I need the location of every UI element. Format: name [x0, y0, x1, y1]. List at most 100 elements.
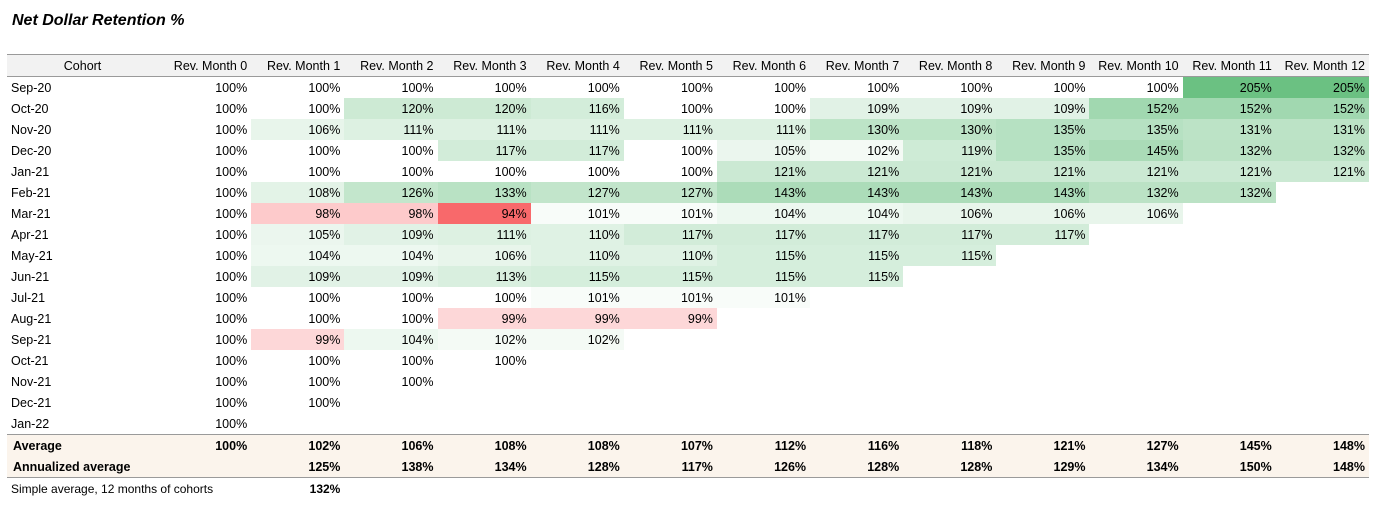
retention-cell: 115%: [530, 266, 624, 287]
cohort-label: Aug-21: [11, 311, 52, 326]
retention-cell: 100%: [680, 143, 713, 158]
retention-cell: 99%: [530, 308, 624, 329]
retention-cell: [1276, 413, 1369, 435]
retention-cell: 152%: [1089, 98, 1183, 119]
retention-cell: 100%: [401, 164, 434, 179]
annualized-average-row-cell: 134%: [437, 456, 531, 478]
retention-cell: [1276, 245, 1369, 266]
retention-cell: 100%: [308, 80, 341, 95]
retention-cell: [531, 371, 624, 392]
retention-cell: [1276, 392, 1369, 413]
retention-cell: 131%: [1275, 119, 1369, 140]
retention-cell: 111%: [344, 119, 438, 140]
retention-cell: [1276, 308, 1369, 329]
cohort-label: Mar-21: [11, 206, 51, 221]
retention-cell: [717, 371, 810, 392]
retention-cell: 100%: [680, 164, 713, 179]
retention-cell: [810, 329, 903, 350]
table-row: Dec-21 100% 100%: [7, 392, 1369, 413]
retention-cell: [1089, 266, 1182, 287]
retention-cell: [1183, 392, 1276, 413]
retention-cell: 132%: [1182, 182, 1276, 203]
retention-cell: 102%: [530, 329, 624, 350]
retention-cell: 120%: [344, 98, 438, 119]
cohort-label: Dec-21: [11, 395, 52, 410]
retention-cell: 117%: [623, 224, 717, 245]
retention-cell: [810, 350, 903, 371]
retention-cell: [996, 329, 1089, 350]
retention-cell: 121%: [716, 161, 811, 182]
table-row: Jan-21 100% 100% 100% 100% 100% 100% 121% 121% 12…: [7, 161, 1369, 182]
average-row-cell: 100%: [158, 434, 252, 456]
retention-cell: 100%: [308, 290, 341, 305]
retention-cell: [996, 266, 1089, 287]
retention-cell: 105%: [251, 224, 345, 245]
table-row: Oct-20 100% 100% 120% 120% 116% 100% 100% 109% 10…: [7, 98, 1369, 119]
simple-average-value: 132%: [309, 481, 341, 496]
retention-cell: 104%: [716, 203, 811, 224]
retention-cell: 99%: [437, 308, 531, 329]
retention-cell: 102%: [437, 329, 531, 350]
retention-cell: 106%: [996, 203, 1090, 224]
table-row: Sep-21 100% 99% 104% 102% 102%: [7, 329, 1369, 350]
cohort-label: Sep-20: [11, 80, 52, 95]
retention-cell: [903, 392, 996, 413]
retention-cell: 100%: [774, 101, 807, 116]
retention-cell: 100%: [215, 248, 248, 263]
retention-cell: [903, 287, 996, 308]
retention-cell: 121%: [810, 161, 904, 182]
retention-cell: [1183, 350, 1276, 371]
cohort-label: Oct-20: [11, 101, 49, 116]
retention-cell: [1183, 203, 1276, 224]
average-row-cell: 145%: [1182, 434, 1276, 456]
column-header-month-0: Rev. Month 0: [158, 54, 252, 77]
retention-cell: [810, 413, 903, 435]
retention-cell: 100%: [401, 311, 434, 326]
retention-cell: [1276, 371, 1369, 392]
retention-cell: 100%: [401, 290, 434, 305]
table-row: Jun-21 100% 109% 109% 113% 115% 115% 115% 115%: [7, 266, 1369, 287]
average-row-cell: 112%: [716, 434, 811, 456]
average-row-cell: 108%: [530, 434, 624, 456]
retention-cell: 98%: [251, 203, 345, 224]
retention-cell: 117%: [996, 224, 1090, 245]
average-row-cell: 148%: [1275, 434, 1369, 456]
retention-cell: 115%: [716, 266, 811, 287]
table-row: Nov-20 100% 106% 111% 111% 111% 111% 111% 130% 13…: [7, 119, 1369, 140]
retention-cell: 100%: [215, 290, 248, 305]
retention-cell: [438, 392, 531, 413]
retention-cell: [1089, 371, 1182, 392]
retention-cell: [1089, 224, 1182, 245]
retention-cell: 100%: [215, 185, 248, 200]
column-header-month-9: Rev. Month 9: [996, 54, 1090, 77]
retention-cell: 100%: [215, 269, 248, 284]
average-row-cell: 106%: [344, 434, 438, 456]
retention-cell: 100%: [680, 80, 713, 95]
retention-cell: 100%: [587, 164, 620, 179]
annualized-average-row-cell: 128%: [530, 456, 624, 478]
retention-cell: 117%: [437, 140, 531, 161]
retention-cell: 100%: [215, 311, 248, 326]
retention-cell: [1183, 224, 1276, 245]
retention-cell: [717, 350, 810, 371]
retention-cell: 100%: [215, 164, 248, 179]
retention-cell: [1089, 245, 1182, 266]
retention-cell: 100%: [867, 80, 900, 95]
average-row-cell: 121%: [996, 434, 1090, 456]
table-row: Feb-21 100% 108% 126% 133% 127% 127% 143% 143% 14…: [7, 182, 1369, 203]
cohort-label: Nov-20: [11, 122, 52, 137]
retention-cell: 100%: [215, 227, 248, 242]
retention-cell: 100%: [308, 164, 341, 179]
retention-cell: [1276, 224, 1369, 245]
retention-cell: 106%: [251, 119, 345, 140]
retention-cell: [1089, 350, 1182, 371]
retention-cell: [1183, 245, 1276, 266]
empty-cell: [1089, 478, 1182, 500]
retention-cell: 109%: [344, 266, 438, 287]
retention-cell: 130%: [810, 119, 904, 140]
retention-cell: 117%: [810, 224, 904, 245]
retention-cell: [996, 245, 1089, 266]
column-header-month-7: Rev. Month 7: [810, 54, 904, 77]
retention-cell: 100%: [494, 164, 527, 179]
retention-cell: [1183, 371, 1276, 392]
